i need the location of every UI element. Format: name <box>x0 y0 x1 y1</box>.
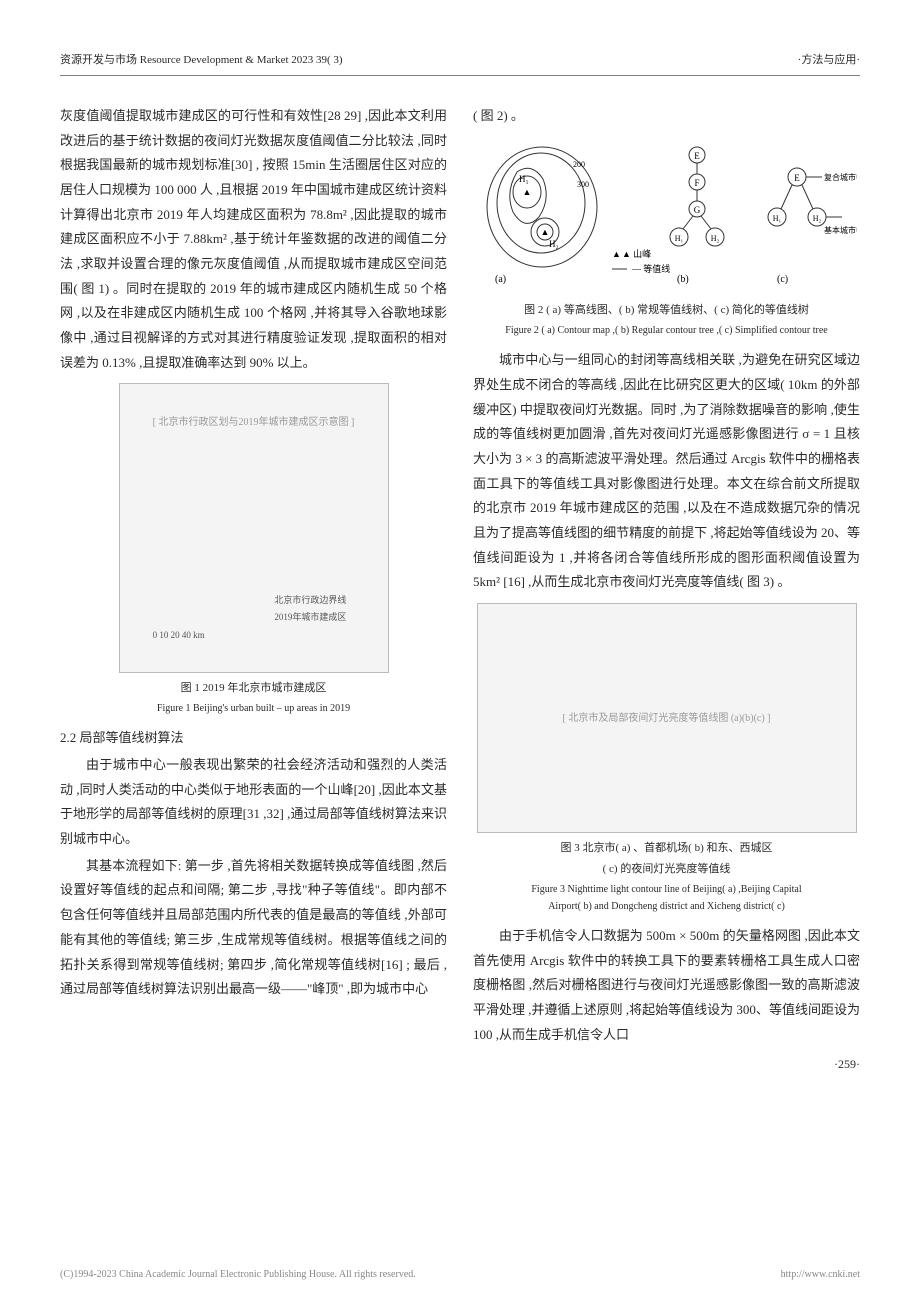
right-para-1: 城市中心与一组同心的封闭等高线相关联 ,为避免在研究区域边界处生成不闭合的等高线… <box>473 348 860 595</box>
svg-text:复合城市中心: 复合城市中心 <box>824 172 857 182</box>
header-right: ·方法与应用· <box>798 50 860 71</box>
footer-left: (C)1994-2023 China Academic Journal Elec… <box>60 1265 416 1284</box>
section-2-2-heading: 2.2 局部等值线树算法 <box>60 726 447 751</box>
fig1-legend-1: 北京市行政边界线 <box>153 592 347 609</box>
figure-1: [ 北京市行政区划与2019年城市建成区示意图 ] 北京市行政边界线 2019年… <box>60 383 447 716</box>
figure-2: ▲ H₁ ▲ H₂ 200 300 (a) ▲ ▲ 山峰 — 等值线 E F G… <box>473 137 860 339</box>
figure-3-caption-en-2: Airport( b) and Dongcheng district and X… <box>473 899 860 914</box>
svg-text:G: G <box>693 205 700 215</box>
fig1-legend-2: 2019年城市建成区 <box>153 609 347 626</box>
svg-text:— 等值线: — 等值线 <box>631 263 670 274</box>
page-footer: (C)1994-2023 China Academic Journal Elec… <box>0 1265 920 1284</box>
figure-3: [ 北京市及局部夜间灯光亮度等值线图 (a)(b)(c) ] 图 3 北京市( … <box>473 603 860 914</box>
figure-3-image: [ 北京市及局部夜间灯光亮度等值线图 (a)(b)(c) ] <box>477 603 857 833</box>
left-para-1: 灰度值阈值提取城市建成区的可行性和有效性[28 29] ,因此本文利用改进后的基… <box>60 104 447 376</box>
fig2-panel-a-label: (a) <box>495 274 506 285</box>
svg-text:300: 300 <box>577 180 589 189</box>
footer-right: http://www.cnki.net <box>781 1265 860 1284</box>
figure-1-caption-en: Figure 1 Beijing's urban built – up area… <box>60 701 447 716</box>
svg-text:E: E <box>794 173 800 183</box>
svg-text:H₂: H₂ <box>549 239 559 249</box>
fig3-placeholder-text: [ 北京市及局部夜间灯光亮度等值线图 (a)(b)(c) ] <box>562 709 770 728</box>
svg-text:基本城市中心: 基本城市中心 <box>824 225 857 235</box>
figure-2-caption-cn: 图 2 ( a) 等高线图、( b) 常规等值线树、( c) 简化的等值线树 <box>473 300 860 321</box>
figure-3-caption-cn-2: ( c) 的夜间灯光亮度等值线 <box>473 859 860 880</box>
two-column-layout: 灰度值阈值提取城市建成区的可行性和有效性[28 29] ,因此本文利用改进后的基… <box>60 104 860 1076</box>
left-para-2: 由于城市中心一般表现出繁荣的社会经济活动和强烈的人类活动 ,同时人类活动的中心类… <box>60 753 447 852</box>
svg-text:H₁: H₁ <box>674 234 683 243</box>
svg-text:H₁: H₁ <box>772 214 781 223</box>
right-column: ( 图 2) 。 ▲ H₁ ▲ H₂ 200 300 (a) <box>473 104 860 1076</box>
figure-2-svg: ▲ H₁ ▲ H₂ 200 300 (a) ▲ ▲ 山峰 — 等值线 E F G… <box>477 137 857 287</box>
figure-2-caption-en: Figure 2 ( a) Contour map ,( b) Regular … <box>473 323 860 338</box>
svg-text:▲: ▲ <box>540 227 549 237</box>
page-header: 资源开发与市场 Resource Development & Market 20… <box>60 50 860 76</box>
fig1-scalebar: 0 10 20 40 km <box>153 627 355 644</box>
fig2-panel-c-label: (c) <box>777 274 788 285</box>
svg-text:H₂: H₂ <box>812 214 821 223</box>
right-para-0: ( 图 2) 。 <box>473 104 860 129</box>
left-column: 灰度值阈值提取城市建成区的可行性和有效性[28 29] ,因此本文利用改进后的基… <box>60 104 447 1076</box>
svg-text:H₂: H₂ <box>710 234 719 243</box>
left-para-3: 其基本流程如下: 第一步 ,首先将相关数据转换成等值线图 ,然后设置好等值线的起… <box>60 854 447 1002</box>
figure-3-caption-en-1: Figure 3 Nighttime light contour line of… <box>473 882 860 897</box>
svg-text:▲: ▲ <box>612 249 621 259</box>
fig2-panel-b-label: (b) <box>677 274 689 285</box>
svg-text:▲: ▲ <box>522 187 531 197</box>
svg-text:200: 200 <box>573 160 585 169</box>
figure-1-image: [ 北京市行政区划与2019年城市建成区示意图 ] 北京市行政边界线 2019年… <box>119 383 389 673</box>
header-left: 资源开发与市场 Resource Development & Market 20… <box>60 50 343 71</box>
right-para-2: 由于手机信令人口数据为 500m × 500m 的矢量格网图 ,因此本文首先使用… <box>473 924 860 1047</box>
svg-text:F: F <box>694 178 699 188</box>
figure-1-caption-cn: 图 1 2019 年北京市城市建成区 <box>60 678 447 699</box>
page-number: ·259· <box>473 1053 860 1076</box>
svg-text:E: E <box>694 151 700 161</box>
svg-text:▲ 山峰: ▲ 山峰 <box>622 249 651 259</box>
figure-3-caption-cn-1: 图 3 北京市( a) 、首都机场( b) 和东、西城区 <box>473 838 860 859</box>
svg-text:H₁: H₁ <box>519 174 529 184</box>
fig1-placeholder-text: [ 北京市行政区划与2019年城市建成区示意图 ] <box>153 413 355 432</box>
